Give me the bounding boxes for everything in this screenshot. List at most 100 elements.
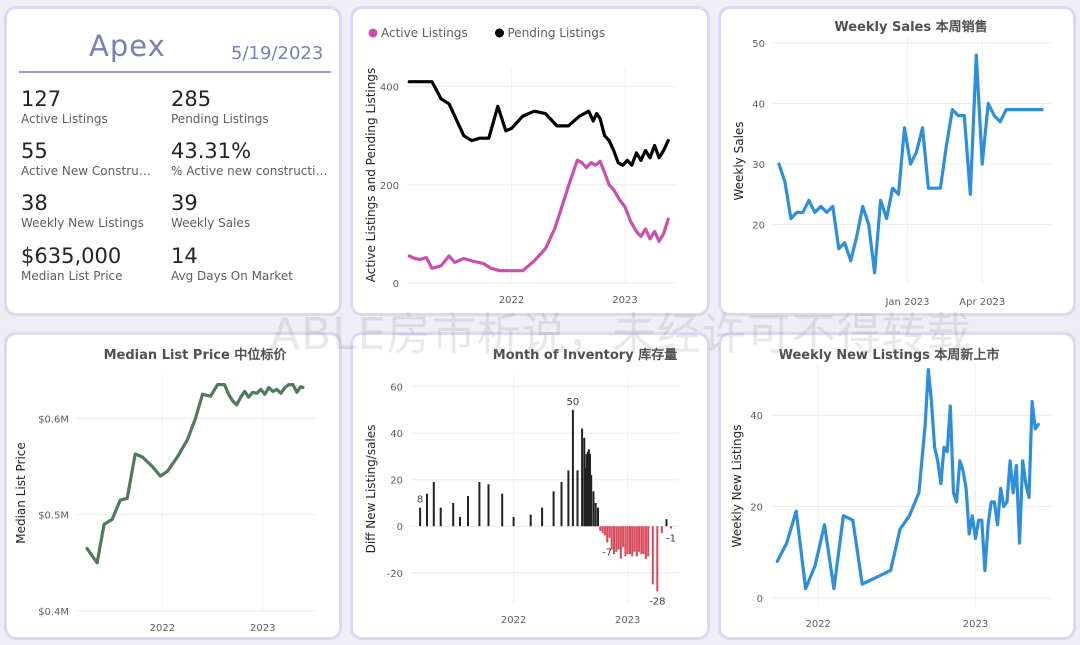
data-point [862,206,863,207]
data-point [958,115,959,116]
data-point [1003,506,1004,507]
data-point [805,588,806,589]
data-point [420,81,421,82]
weekly-sales-chart-card[interactable]: Weekly Sales 本周销售 20 30 40 50 Jan 2023 Apr 202… [718,6,1076,316]
data-point [288,384,289,385]
median-price-chart-card[interactable]: Median List Price 中位标价 $0.4M $0.5M $0.6M 202… [4,332,342,640]
y-axis-label: Weekly Sales [732,121,746,200]
data-point [112,519,113,520]
listings-chart-card[interactable]: 0 200 400 2022 2023 Active Listings and Pendi… [350,6,710,316]
data-point [659,241,660,242]
bar [665,519,668,527]
bar [642,526,645,555]
y-tick-label: 0 [757,594,763,605]
inventory-chart: Month of Inventory 库存量 -20 0 20 40 60 2022 2023… [364,347,679,626]
data-point [1000,488,1001,489]
data-point [581,162,582,163]
data-point [240,397,241,398]
data-point [554,228,555,229]
y-tick-label: 50 [752,39,765,50]
x-tick-label: 2022 [150,623,175,634]
series-line [407,80,670,167]
data-point [596,113,597,114]
data-point [127,498,128,499]
x-tick-label: 2023 [612,295,637,306]
data-point [497,106,498,107]
data-point [177,456,178,457]
data-point [236,404,237,405]
data-point [814,212,815,213]
data-point [202,394,203,395]
data-point [850,260,851,261]
bar [651,526,654,585]
kpi-active-listings: 127 Active Listings [21,87,155,127]
data-point [463,135,464,136]
data-point [232,400,233,401]
chart-title: Median List Price 中位标价 [104,347,288,363]
y-tick-label: 20 [390,476,403,487]
data-point [522,270,523,271]
data-point [420,259,421,260]
data-point [856,236,857,237]
bar [581,428,584,527]
data-point [881,574,882,575]
data-point [296,392,297,393]
data-point [579,116,580,117]
data-label: -28 [649,596,665,607]
data-point [898,194,899,195]
data-point [909,515,910,516]
data-point [604,172,605,173]
data-point [649,238,650,239]
data-point [483,263,484,264]
data-point [636,152,637,153]
inventory-chart-card[interactable]: Month of Inventory 库存量 -20 0 20 40 60 2022 2023… [350,332,710,640]
data-point [988,103,989,104]
data-point [934,188,935,189]
y-tick-label: 20 [750,503,763,514]
y-tick-label: $0.5M [38,511,69,522]
brand-title: Apex [89,29,166,63]
report-date: 5/19/2023 [231,43,324,64]
data-point [1012,109,1013,110]
bar [610,526,613,550]
data-point [982,163,983,164]
data-point [268,387,269,388]
y-tick-label: $0.4M [38,607,69,618]
data-point [950,406,951,407]
data-point [820,206,821,207]
data-point [892,188,893,189]
chart-title: Weekly Sales 本周销售 [834,19,987,35]
kpi-label: Avg Days On Market [171,269,293,283]
data-point [946,145,947,146]
median-price-chart: Median List Price 中位标价 $0.4M $0.5M $0.6M 202… [14,347,315,634]
data-point [994,115,995,116]
bar [552,491,555,527]
data-point [595,165,596,166]
y-tick-label: 0 [393,279,399,290]
data-point [953,492,954,493]
y-tick-label: $0.6M [38,414,69,425]
data-point [618,162,619,163]
listings-chart: 0 200 400 2022 2023 Active Listings and Pendi… [364,26,675,306]
kpi-avg-days-on-market: 14 Avg Days On Market [171,244,331,284]
legend-marker [495,28,504,38]
data-point [280,393,281,394]
kpi-median-list-price: $635,000 Median List Price [21,244,155,284]
data-point [1000,121,1001,122]
data-point [272,391,273,392]
data-point [886,218,887,219]
kpi-card: Apex 5/19/2023 127 Active Listings 285 P… [4,6,342,316]
data-point [577,160,578,161]
bar [615,526,618,552]
y-tick-label: 40 [750,411,763,422]
bar [576,470,579,527]
bar [640,526,643,555]
x-tick-label: 2023 [615,615,640,626]
data-point [777,561,778,562]
data-point [1018,109,1019,110]
data-point [228,394,229,395]
new-listings-chart-card[interactable]: Weekly New Listings 本周新上市 0 20 40 2022 2023 We… [718,332,1076,640]
kpi-value: 14 [171,244,198,268]
bar [624,526,627,557]
data-point [972,515,973,516]
